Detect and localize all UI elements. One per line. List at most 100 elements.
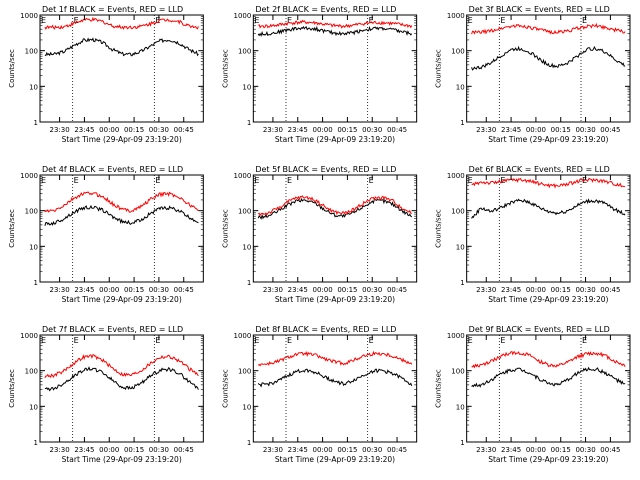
plot-frame [252, 174, 418, 283]
series-line-1 [44, 37, 199, 57]
marker-label: E [254, 336, 259, 345]
x-tick-label: 00:15 [551, 126, 571, 134]
panel-1: Det 1f BLACK = Events, RED = LLD E E E 1 10 10… [8, 5, 204, 144]
panel-5: Det 5f BLACK = Events, RED = LLD E E E 1 10 10… [221, 165, 418, 304]
x-tick-label: 23:45 [74, 446, 94, 454]
x-tick-label: 00:30 [149, 286, 169, 294]
marker-label: E [254, 16, 259, 25]
y-tick-label: 10 [242, 83, 251, 91]
marker-label: E [287, 16, 292, 25]
y-tick-label: 1000 [447, 172, 465, 180]
x-tick-label: 00:15 [337, 286, 357, 294]
y-tick-label: 100 [451, 208, 464, 216]
panel-title: Det 8f BLACK = Events, RED = LLD [255, 325, 396, 334]
x-tick-label: 00:30 [149, 446, 169, 454]
y-tick-label: 10 [242, 243, 251, 251]
y-tick-label: 1000 [20, 172, 38, 180]
x-tick-label: 23:30 [50, 446, 70, 454]
x-tick-label: 00:30 [362, 126, 382, 134]
x-tick-label: 00:00 [526, 126, 546, 134]
series-line-1 [471, 45, 626, 71]
x-tick-label: 23:30 [476, 286, 496, 294]
marker-label: E [500, 336, 505, 345]
x-tick-label: 00:30 [362, 446, 382, 454]
series-line-1 [471, 198, 626, 219]
y-tick-label: 100 [451, 368, 464, 376]
y-tick-label: 10 [456, 403, 465, 411]
panel-4: Det 4f BLACK = Events, RED = LLD E E E 1 10 10… [8, 165, 204, 304]
series-line-2 [44, 354, 199, 379]
y-tick-label: 1000 [20, 332, 38, 340]
x-tick-label: 00:30 [575, 446, 595, 454]
y-tick-label: 1000 [234, 12, 252, 20]
marker-label: E [369, 336, 374, 345]
y-tick-label: 1 [460, 279, 464, 287]
plot-frame [466, 334, 631, 443]
x-tick-label: 23:30 [50, 126, 70, 134]
x-tick-label: 00:15 [124, 126, 144, 134]
x-tick-label: 00:45 [174, 446, 194, 454]
y-tick-label: 1 [460, 119, 464, 127]
plot-frame [39, 174, 204, 283]
y-tick-label: 1 [34, 279, 38, 287]
x-axis-label: Start Time (29-Apr-09 23:19:20) [275, 455, 395, 464]
panel-title: Det 5f BLACK = Events, RED = LLD [255, 165, 396, 174]
series-line-2 [44, 16, 199, 31]
series-line-1 [257, 197, 413, 220]
x-tick-label: 00:00 [312, 126, 332, 134]
y-tick-label: 100 [238, 48, 251, 56]
series-line-2 [258, 19, 413, 29]
x-axis-label: Start Time (29-Apr-09 23:19:20) [62, 455, 182, 464]
x-tick-label: 00:00 [312, 446, 332, 454]
y-tick-label: 100 [238, 208, 251, 216]
y-tick-label: 1000 [447, 332, 465, 340]
marker-label: E [582, 336, 587, 345]
x-tick-label: 00:45 [387, 286, 407, 294]
y-tick-label: 1 [34, 119, 38, 127]
x-tick-label: 00:30 [575, 126, 595, 134]
x-tick-label: 00:45 [600, 446, 620, 454]
marker-label: E [369, 16, 374, 25]
panel-title: Det 2f BLACK = Events, RED = LLD [255, 5, 396, 14]
x-tick-label: 00:45 [600, 286, 620, 294]
x-tick-label: 23:30 [263, 446, 283, 454]
series-line-1 [471, 366, 626, 388]
x-tick-label: 00:15 [551, 446, 571, 454]
y-tick-label: 10 [242, 403, 251, 411]
y-axis-label: Counts/sec [221, 209, 229, 248]
y-axis-label: Counts/sec [8, 49, 16, 88]
marker-label: E [582, 16, 587, 25]
plot-frame [39, 334, 204, 443]
plot-frame [252, 14, 418, 123]
y-axis-label: Counts/sec [435, 49, 443, 88]
x-tick-label: 00:00 [99, 446, 119, 454]
x-tick-label: 00:45 [387, 126, 407, 134]
x-tick-label: 23:45 [288, 286, 308, 294]
x-tick-label: 00:15 [551, 286, 571, 294]
y-tick-label: 1000 [447, 12, 465, 20]
x-tick-label: 00:00 [526, 446, 546, 454]
marker-label: E [155, 16, 160, 25]
x-axis-label: Start Time (29-Apr-09 23:19:20) [488, 295, 608, 304]
marker-label: E [74, 336, 79, 345]
x-axis-label: Start Time (29-Apr-09 23:19:20) [275, 135, 395, 144]
marker-label: E [74, 16, 79, 25]
y-tick-label: 1000 [234, 172, 252, 180]
y-tick-label: 10 [29, 83, 38, 91]
series-line-2 [471, 22, 626, 35]
y-axis-label: Counts/sec [8, 369, 16, 408]
plot-frame [466, 14, 631, 123]
panel-title: Det 9f BLACK = Events, RED = LLD [469, 325, 610, 334]
x-axis-label: Start Time (29-Apr-09 23:19:20) [488, 135, 608, 144]
marker-label: E [74, 176, 79, 185]
x-tick-label: 00:45 [600, 126, 620, 134]
marker-label: E [468, 176, 473, 185]
x-tick-label: 23:30 [476, 446, 496, 454]
x-axis-label: Start Time (29-Apr-09 23:19:20) [62, 135, 182, 144]
plot-frame [252, 334, 418, 443]
y-tick-label: 1 [34, 439, 38, 447]
x-tick-label: 23:30 [476, 126, 496, 134]
marker-label: E [254, 176, 259, 185]
y-tick-label: 1000 [20, 12, 38, 20]
